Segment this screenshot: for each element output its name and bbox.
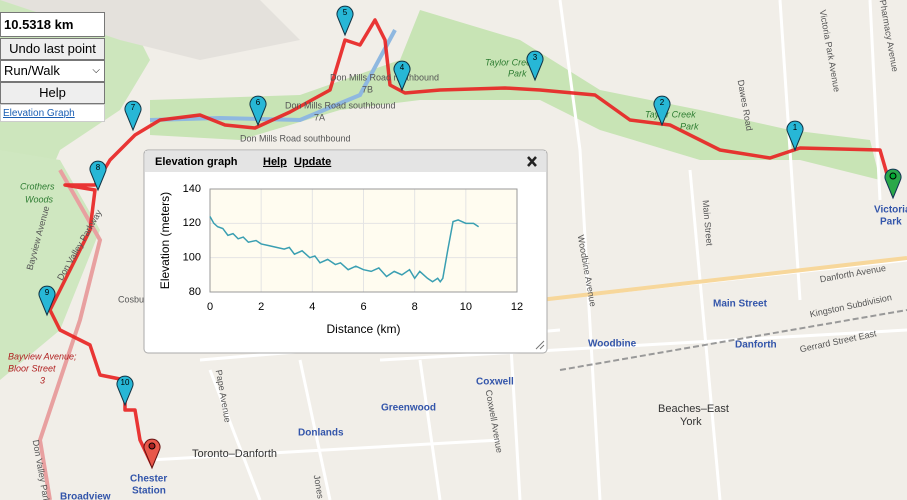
elevation-line: [209, 216, 480, 283]
route-marker: [393, 60, 411, 92]
map-label: Broadview: [60, 492, 111, 500]
map-label: Park: [508, 68, 527, 78]
map-label: Danforth: [735, 340, 777, 351]
distance: 10.5318 km: [0, 12, 105, 37]
rail: [559, 309, 907, 371]
popup-titlebar: [145, 151, 546, 172]
start-marker: [884, 168, 902, 200]
resize-handle: [535, 340, 545, 350]
route-marker: [336, 5, 354, 37]
map-label: Taylor Creek: [485, 57, 536, 67]
route-marker-label: 9: [45, 288, 50, 297]
popup-update[interactable]: Update: [294, 156, 331, 168]
x-tick-label: 10: [460, 301, 472, 313]
popup-title: Elevation graph: [155, 156, 238, 168]
map-label: Don Mills Road southbound: [240, 133, 351, 143]
x-axis-label: Distance (km): [326, 322, 400, 336]
route-marker: [38, 285, 56, 317]
map-label: Donlands: [298, 428, 344, 439]
map-label: Main Street: [701, 200, 715, 247]
dropdown-arrow: ⌵: [92, 65, 100, 76]
map-label: Station: [132, 486, 166, 497]
map-label: Jones: [312, 474, 326, 500]
popup-help[interactable]: Help: [263, 156, 287, 168]
map-label: Don Mills Road northbound: [330, 72, 439, 82]
map-label: Don Mills Road southbound: [285, 100, 396, 110]
y-tick-label: 140: [183, 183, 201, 195]
map-label: Bloor Street: [8, 363, 56, 373]
map-label: Beaches–East: [658, 403, 729, 415]
route-marker-label: 10: [121, 378, 130, 387]
map-label: York: [680, 416, 702, 428]
park: [0, 150, 100, 380]
map-label: Main Street: [713, 299, 768, 310]
map-label: Woods: [25, 194, 54, 204]
help-button[interactable]: Help: [0, 82, 105, 104]
route-marker-label: 1: [793, 123, 798, 132]
end-marker-dot: [148, 442, 156, 450]
map-label: 7B: [362, 84, 373, 94]
elevation-chart: 0 2 4 6 8 10 12 80 100 120 140 Distance (km) Elevati…: [158, 183, 523, 336]
start-marker-dot: [889, 172, 897, 180]
mode-select[interactable]: Run/Walk ⌵: [0, 60, 105, 82]
x-tick-label: 2: [258, 301, 264, 313]
map-label: Woodbine: [588, 339, 637, 350]
popup-close[interactable]: [527, 156, 537, 167]
route-marker: [786, 120, 804, 152]
y-tick-label: 80: [189, 286, 201, 298]
x-tick-label: 0: [207, 301, 213, 313]
y-axis-label: Elevation (meters): [158, 192, 172, 289]
y-tick-label: 120: [183, 217, 201, 229]
route-marker: [249, 95, 267, 127]
route-marker-label: 2: [660, 98, 665, 107]
route-marker: [653, 95, 671, 127]
map-label: Park: [680, 121, 699, 131]
route-marker: [124, 100, 142, 132]
map-label: Taylor Creek: [645, 109, 696, 119]
route: [48, 18, 895, 466]
x-tick-label: 6: [360, 301, 366, 313]
map-label: 3: [40, 375, 45, 385]
route-marker-label: 6: [256, 98, 261, 107]
x-tick-label: 4: [309, 301, 315, 313]
map-label: Victoria: [874, 205, 907, 216]
undo-button[interactable]: Undo last point: [0, 38, 105, 60]
x-tick-label: 8: [412, 301, 418, 313]
map-label: Chester: [130, 474, 167, 485]
elevation-link[interactable]: Elevation Graph: [0, 104, 105, 122]
route-marker-label: 8: [96, 163, 101, 172]
route-marker-label: 5: [343, 8, 348, 17]
map-label: Park: [880, 217, 902, 228]
route-marker: [116, 375, 134, 407]
route-marker: [89, 160, 107, 192]
map-label: Greenwood: [381, 403, 436, 414]
end-marker: [143, 438, 161, 470]
x-tick-label: 12: [511, 301, 523, 313]
map-label: Crothers: [20, 181, 55, 191]
map-label: Cosburn: [118, 294, 152, 304]
mode-value: Run/Walk: [4, 63, 60, 78]
plot-frame: [209, 188, 518, 293]
highway: [37, 169, 103, 500]
route-marker: [526, 50, 544, 82]
map-label: Toronto–Danforth: [192, 448, 277, 460]
route-marker-label: 3: [533, 53, 538, 62]
route-marker-label: 7: [131, 103, 136, 112]
y-tick-label: 100: [183, 252, 201, 264]
road-major: [539, 256, 907, 302]
map-label: Bayview Avenue;: [8, 351, 77, 361]
river: [149, 29, 397, 123]
map-label: 7A: [314, 112, 325, 122]
map-label: Coxwell: [476, 377, 514, 388]
route-marker-label: 4: [400, 63, 405, 72]
